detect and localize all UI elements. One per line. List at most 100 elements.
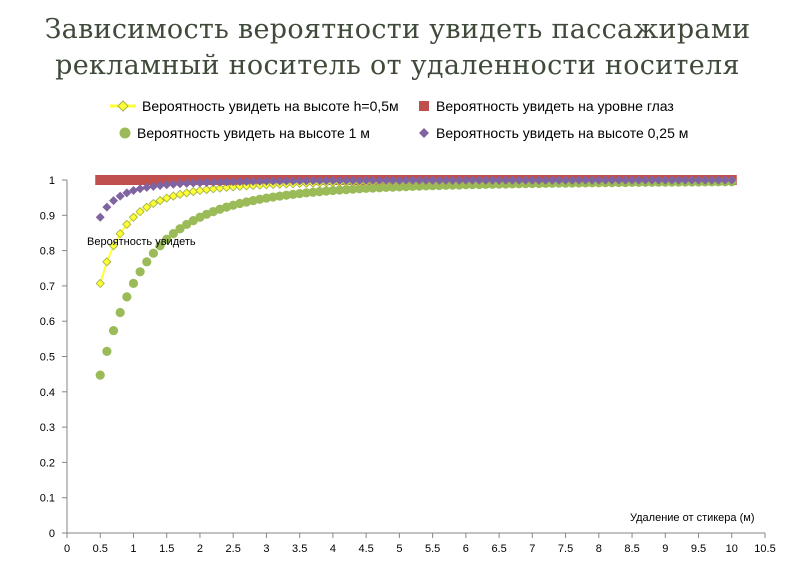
point-h025 bbox=[335, 176, 345, 186]
x-tick-label: 1 bbox=[130, 543, 136, 555]
legend-item-h1: Вероятность увидеть на высоте 1 м bbox=[119, 123, 370, 143]
point-h025 bbox=[421, 175, 431, 185]
point-h025 bbox=[647, 175, 657, 185]
point-h025 bbox=[587, 175, 597, 185]
point-h025 bbox=[494, 175, 504, 185]
x-tick-labels: 0 0.5 1 1.5 2 2.5 3 3.5 4 4.5 5 5.5 6 6.5 7 7.5 8 8.5 9 9.5… bbox=[64, 543, 776, 555]
point-eye-level bbox=[141, 175, 152, 185]
x-tick-label: 5.5 bbox=[425, 543, 440, 555]
point-h025 bbox=[361, 176, 371, 186]
legend-marker-diamond-icon bbox=[419, 128, 429, 138]
point-h025 bbox=[268, 176, 278, 186]
point-h1 bbox=[168, 229, 178, 239]
point-h1 bbox=[155, 241, 165, 251]
point-h025 bbox=[680, 175, 690, 185]
point-h025 bbox=[561, 175, 571, 185]
x-tick-label: 9.5 bbox=[691, 543, 706, 555]
point-h05 bbox=[135, 207, 145, 217]
legend-item-h05: Вероятность увидеть на высоте h=0,5м bbox=[110, 96, 399, 116]
point-h025 bbox=[95, 212, 105, 222]
point-h05 bbox=[195, 185, 205, 196]
point-h025 bbox=[328, 176, 338, 186]
point-h025 bbox=[275, 176, 285, 186]
point-h025 bbox=[581, 175, 591, 185]
x-tick-label: 9 bbox=[662, 543, 668, 555]
point-h025 bbox=[627, 175, 637, 185]
y-tick-label: 0.5 bbox=[40, 352, 55, 364]
x-tick-label: 10.5 bbox=[754, 543, 775, 555]
point-h1 bbox=[321, 186, 331, 196]
series-h1 bbox=[95, 177, 737, 380]
point-h05 bbox=[122, 219, 132, 230]
point-h025 bbox=[574, 175, 584, 185]
legend-label-h1: Вероятность увидеть на высоте 1 м bbox=[137, 125, 370, 141]
point-h1 bbox=[135, 267, 145, 277]
x-tick-label: 1.5 bbox=[159, 543, 174, 555]
point-eye-level bbox=[115, 175, 126, 185]
chart-title-line-2: рекламный носитель от удаленности носите… bbox=[55, 50, 740, 81]
y-tick-label: 0.8 bbox=[40, 246, 55, 258]
point-h025 bbox=[341, 176, 351, 186]
point-h05 bbox=[182, 188, 192, 198]
y-tick-label: 0.3 bbox=[40, 422, 55, 434]
point-h025 bbox=[634, 175, 644, 185]
point-h025 bbox=[388, 175, 398, 185]
point-h025 bbox=[321, 176, 331, 186]
point-h025 bbox=[428, 175, 438, 185]
point-h025 bbox=[308, 176, 318, 186]
point-h025 bbox=[295, 176, 305, 186]
point-h1 bbox=[122, 292, 132, 302]
point-h025 bbox=[354, 176, 364, 186]
x-tick-label: 4 bbox=[330, 543, 336, 555]
axes bbox=[62, 179, 766, 538]
point-h025 bbox=[394, 175, 404, 185]
point-h025 bbox=[288, 176, 298, 186]
legend-marker-diamond-outline-icon bbox=[110, 100, 136, 112]
point-h1 bbox=[102, 346, 112, 356]
legend-label-h025: Вероятность увидеть на высоте 0,25 м bbox=[436, 125, 689, 141]
point-h025 bbox=[541, 175, 551, 185]
point-h025 bbox=[301, 176, 311, 186]
point-h1 bbox=[408, 181, 418, 191]
point-h025 bbox=[148, 181, 158, 191]
y-tick-label: 0.1 bbox=[40, 493, 55, 505]
point-h025 bbox=[255, 176, 265, 186]
legend: Вероятность увидеть на высоте h=0,5м Вер… bbox=[110, 96, 790, 146]
point-h05 bbox=[155, 195, 165, 206]
point-h025 bbox=[414, 175, 424, 185]
point-h1 bbox=[334, 185, 345, 195]
chart-title-line-1: Зависимость вероятности увидеть пассажир… bbox=[44, 14, 751, 45]
x-tick-label: 6 bbox=[463, 543, 469, 555]
point-h025 bbox=[248, 176, 258, 186]
point-h025 bbox=[547, 175, 557, 185]
legend-label-h05: Вероятность увидеть на высоте h=0,5м bbox=[142, 98, 399, 114]
x-tick-label: 2 bbox=[197, 543, 203, 555]
point-h1 bbox=[115, 307, 125, 318]
x-tick-label: 8.5 bbox=[624, 543, 639, 555]
point-h1 bbox=[374, 183, 385, 193]
point-h1 bbox=[394, 182, 404, 192]
point-h05 bbox=[108, 241, 119, 251]
point-h025 bbox=[142, 182, 152, 192]
point-h025 bbox=[261, 176, 271, 186]
point-h1 bbox=[128, 278, 139, 288]
point-h1 bbox=[162, 234, 172, 244]
point-h025 bbox=[614, 175, 624, 185]
point-h025 bbox=[720, 175, 730, 185]
point-eye-level bbox=[128, 175, 139, 185]
y-tick-label: 0.6 bbox=[40, 316, 55, 328]
point-h1 bbox=[295, 188, 305, 199]
point-h025 bbox=[474, 175, 484, 185]
point-h025 bbox=[707, 175, 717, 185]
x-axis-label: Удаление от стикера (м) bbox=[630, 512, 754, 524]
y-tick-label: 0.4 bbox=[40, 387, 55, 399]
x-tick-label: 10 bbox=[726, 543, 738, 555]
point-h025 bbox=[640, 175, 650, 185]
point-h025 bbox=[401, 175, 411, 185]
point-h025 bbox=[667, 175, 677, 185]
x-tick-label: 5 bbox=[396, 543, 402, 555]
point-h025 bbox=[468, 175, 478, 185]
point-h025 bbox=[694, 175, 704, 185]
point-h025 bbox=[594, 175, 604, 185]
